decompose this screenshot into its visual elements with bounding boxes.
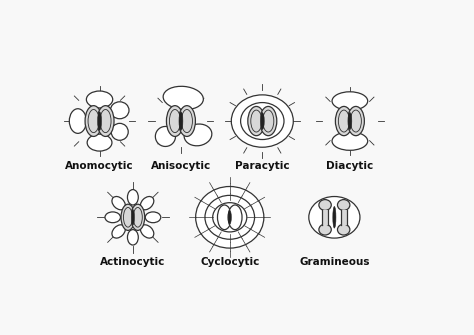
- Ellipse shape: [123, 207, 133, 227]
- Ellipse shape: [110, 102, 129, 119]
- Text: Anomocytic: Anomocytic: [65, 161, 134, 171]
- Ellipse shape: [178, 106, 195, 136]
- Ellipse shape: [348, 113, 352, 130]
- Ellipse shape: [145, 212, 161, 223]
- Ellipse shape: [111, 123, 128, 140]
- Ellipse shape: [69, 109, 86, 133]
- Ellipse shape: [248, 107, 265, 136]
- Ellipse shape: [105, 212, 120, 223]
- Ellipse shape: [155, 126, 175, 146]
- Ellipse shape: [332, 92, 368, 110]
- Ellipse shape: [112, 197, 125, 210]
- Ellipse shape: [163, 86, 203, 110]
- Ellipse shape: [338, 110, 349, 132]
- Text: Anisocytic: Anisocytic: [151, 161, 211, 171]
- Ellipse shape: [140, 197, 154, 210]
- Ellipse shape: [213, 203, 247, 232]
- Ellipse shape: [228, 210, 231, 224]
- Ellipse shape: [337, 200, 350, 210]
- Ellipse shape: [131, 204, 145, 230]
- Text: Diacytic: Diacytic: [326, 161, 374, 171]
- Polygon shape: [322, 210, 328, 225]
- Text: Gramineous: Gramineous: [299, 257, 370, 267]
- Ellipse shape: [336, 107, 353, 136]
- Ellipse shape: [196, 187, 264, 248]
- Ellipse shape: [228, 205, 242, 229]
- Ellipse shape: [333, 206, 336, 228]
- Polygon shape: [341, 210, 347, 225]
- Ellipse shape: [332, 132, 368, 150]
- Ellipse shape: [169, 110, 181, 133]
- Ellipse shape: [97, 106, 114, 136]
- Ellipse shape: [337, 224, 350, 235]
- Ellipse shape: [85, 106, 102, 136]
- Ellipse shape: [347, 107, 365, 136]
- Ellipse shape: [88, 110, 99, 133]
- Ellipse shape: [140, 225, 154, 238]
- Ellipse shape: [131, 210, 135, 225]
- Ellipse shape: [350, 110, 361, 132]
- Ellipse shape: [100, 110, 111, 133]
- Ellipse shape: [112, 225, 125, 238]
- Ellipse shape: [87, 134, 112, 151]
- Ellipse shape: [205, 195, 255, 239]
- Text: Cyclocytic: Cyclocytic: [200, 257, 259, 267]
- Ellipse shape: [251, 110, 262, 132]
- Ellipse shape: [319, 200, 331, 210]
- Text: Paracytic: Paracytic: [235, 161, 290, 171]
- Ellipse shape: [260, 107, 277, 136]
- Ellipse shape: [309, 197, 360, 238]
- Ellipse shape: [98, 112, 101, 130]
- Text: Actinocytic: Actinocytic: [100, 257, 165, 267]
- Ellipse shape: [184, 124, 212, 146]
- Ellipse shape: [179, 112, 183, 130]
- Ellipse shape: [128, 229, 138, 245]
- Ellipse shape: [166, 106, 183, 136]
- Ellipse shape: [231, 95, 293, 147]
- Ellipse shape: [182, 110, 192, 133]
- Ellipse shape: [133, 207, 142, 227]
- Ellipse shape: [86, 91, 113, 108]
- Ellipse shape: [218, 205, 231, 229]
- Ellipse shape: [319, 224, 331, 235]
- Ellipse shape: [263, 110, 274, 132]
- Ellipse shape: [241, 103, 284, 140]
- Ellipse shape: [121, 204, 135, 230]
- Ellipse shape: [128, 190, 138, 205]
- Ellipse shape: [260, 113, 264, 130]
